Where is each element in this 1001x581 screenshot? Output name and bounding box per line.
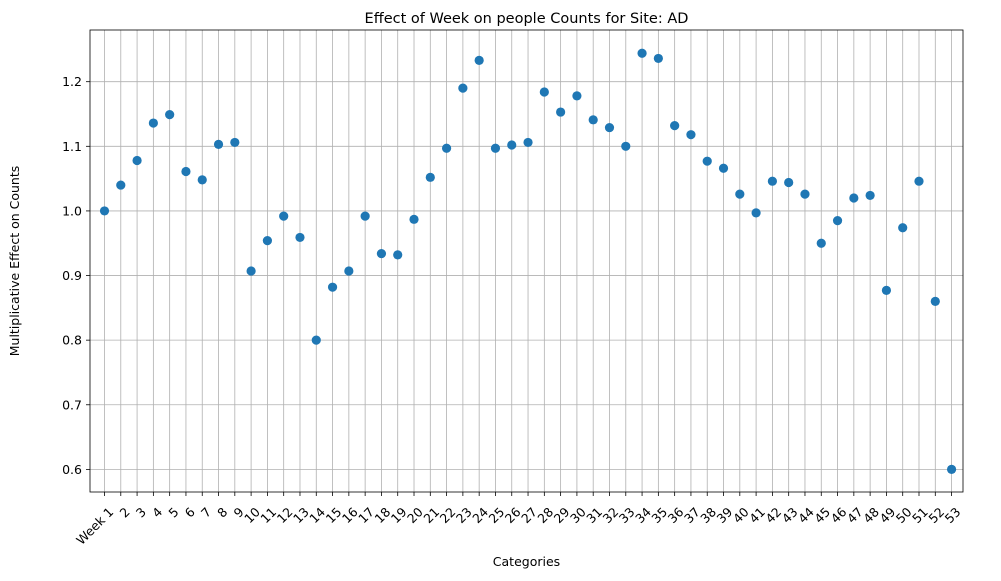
data-point xyxy=(279,211,289,221)
x-tick-label: 7 xyxy=(198,504,214,520)
y-tick-label: 1.2 xyxy=(62,74,82,89)
data-point xyxy=(767,176,777,186)
data-point xyxy=(653,53,663,64)
x-tick-label: 53 xyxy=(942,504,964,526)
data-point xyxy=(718,163,729,173)
data-point xyxy=(458,83,468,93)
y-tick-label: 0.9 xyxy=(62,268,82,283)
data-point xyxy=(588,115,598,125)
data-point xyxy=(197,175,207,185)
data-point xyxy=(393,250,403,260)
y-tick-label: 0.6 xyxy=(62,462,82,477)
data-point xyxy=(637,48,647,58)
data-point xyxy=(572,91,582,101)
data-point xyxy=(148,118,158,128)
data-point xyxy=(865,190,875,201)
data-point xyxy=(670,121,680,131)
data-point xyxy=(99,206,110,216)
data-point xyxy=(262,236,272,246)
data-point xyxy=(849,193,859,203)
data-point xyxy=(914,176,924,186)
data-point xyxy=(702,156,712,166)
y-axis-label: Multiplicative Effect on Counts xyxy=(7,166,22,357)
x-axis-label: Categories xyxy=(493,554,560,569)
data-point xyxy=(311,335,321,345)
data-point xyxy=(898,223,908,233)
data-point xyxy=(295,232,305,243)
data-point xyxy=(213,139,224,149)
data-point xyxy=(946,464,957,474)
data-point xyxy=(735,189,745,199)
data-point xyxy=(376,248,387,259)
y-tick-label: 1.0 xyxy=(62,203,82,218)
data-point xyxy=(230,137,240,148)
x-tick-label: 4 xyxy=(149,504,165,520)
y-tick-label: 0.8 xyxy=(62,333,82,348)
data-point xyxy=(409,214,419,224)
data-point xyxy=(556,107,566,117)
data-point xyxy=(604,122,615,133)
chart-title: Effect of Week on people Counts for Site… xyxy=(365,11,689,27)
data-point xyxy=(816,238,826,248)
data-point xyxy=(621,141,631,151)
data-points xyxy=(99,48,957,474)
data-point xyxy=(441,143,452,153)
y-tick-label: 0.7 xyxy=(62,397,82,412)
data-point xyxy=(132,155,142,166)
plot-frame xyxy=(89,29,964,493)
data-point xyxy=(490,143,501,153)
x-tick-label: 3 xyxy=(133,504,149,520)
data-point xyxy=(181,166,191,177)
data-point xyxy=(360,211,370,221)
x-tick-label: 2 xyxy=(116,504,132,520)
data-point xyxy=(539,87,549,97)
axes xyxy=(86,29,964,496)
data-point xyxy=(784,177,794,188)
data-point xyxy=(523,137,533,148)
data-point xyxy=(116,180,126,190)
x-tick-label: Week 1 xyxy=(73,504,116,547)
data-point xyxy=(751,208,761,218)
data-point xyxy=(246,266,256,276)
x-tick-label: 5 xyxy=(165,504,181,520)
x-tick-label: 6 xyxy=(182,504,198,520)
y-tick-label: 1.1 xyxy=(62,139,82,154)
data-point xyxy=(425,172,435,182)
data-point xyxy=(507,140,517,150)
x-tick-label: 8 xyxy=(214,504,230,520)
data-point xyxy=(881,285,892,295)
data-point xyxy=(344,266,354,276)
data-point xyxy=(930,296,940,306)
data-point xyxy=(327,282,338,292)
data-point xyxy=(165,110,175,120)
data-point xyxy=(474,55,484,65)
data-point xyxy=(832,216,843,226)
data-point xyxy=(800,189,810,199)
data-point xyxy=(686,130,696,140)
grid-lines xyxy=(90,30,963,492)
